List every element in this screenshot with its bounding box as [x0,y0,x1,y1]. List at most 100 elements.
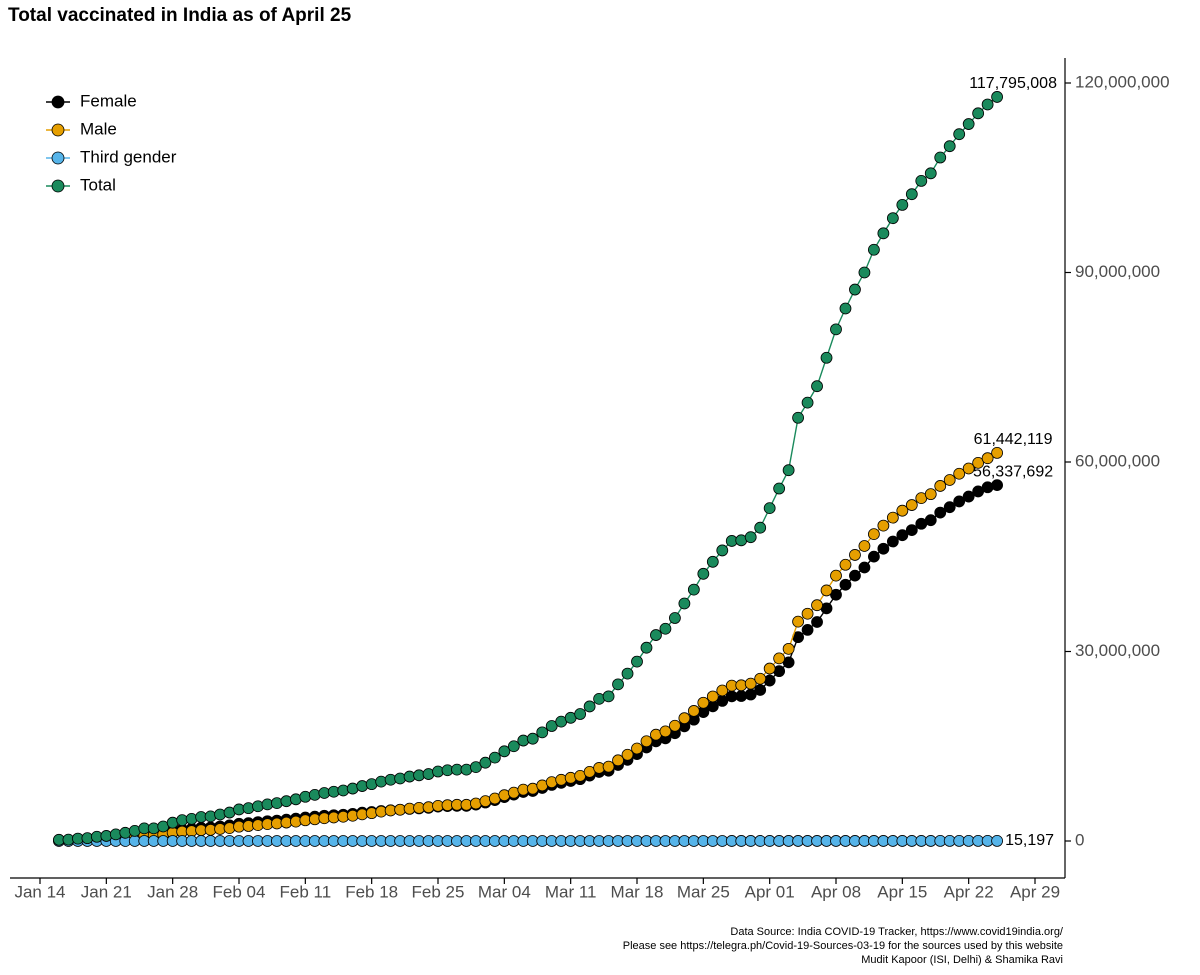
data-point [896,199,909,211]
data-point [934,151,947,164]
data-point [820,351,833,364]
data-point [394,772,406,785]
data-point [858,561,871,574]
data-point [924,488,937,501]
data-point [773,482,786,495]
data-point [792,411,804,424]
data-point [678,712,691,725]
value-label: 61,442,119 [974,431,1053,448]
data-point [868,243,880,256]
data-point [839,302,852,315]
data-point [858,540,871,552]
data-point [583,700,596,713]
x-tick-label: Jan 14 [14,882,65,901]
data-point [849,549,861,561]
y-tick-label: 60,000,000 [1075,451,1160,470]
data-point [517,734,530,747]
data-point [981,452,994,465]
data-point [811,599,823,612]
data-point [119,826,132,839]
data-point [470,761,482,773]
data-point [943,474,956,486]
data-point [924,167,937,180]
series [53,446,1003,847]
data-point [962,490,975,503]
data-point [801,396,814,409]
data-point [886,535,899,548]
data-point [839,578,852,591]
data-point [659,622,672,635]
data-point [564,771,577,784]
data-point [811,616,823,628]
x-tick-label: Mar 18 [611,882,664,901]
data-point [924,514,937,527]
data-point [981,98,994,111]
data-point [204,810,217,823]
data-point [650,629,662,641]
data-point [612,754,624,767]
data-point [687,705,700,717]
data-point [498,745,511,758]
data-point [185,812,198,825]
data-point [716,544,729,557]
data-point [754,684,767,696]
data-point [792,615,804,628]
data-point [820,584,833,597]
data-point [640,641,653,654]
legend-label: Third gender [80,147,177,166]
data-point [356,780,369,792]
data-point [782,642,795,655]
data-point [962,462,975,475]
data-point [953,467,966,480]
data-point [905,188,918,201]
data-point [896,504,909,517]
data-point [631,655,643,668]
data-point [905,524,918,536]
data-point [943,140,956,153]
data-point [308,788,321,801]
data-point [678,597,691,610]
data-point [716,684,729,697]
value-label: 117,795,008 [969,75,1057,92]
x-tick-label: Feb 04 [213,882,266,901]
x-tick-label: Apr 22 [944,882,994,901]
data-point [479,756,492,769]
x-tick-label: Mar 25 [677,882,730,901]
data-point [934,506,947,519]
data-point [299,790,312,803]
footnote: Mudit Kapoor (ISI, Delhi) & Shamika Ravi [861,954,1063,966]
data-point [858,266,871,279]
data-point [849,569,861,582]
data-point [706,555,719,568]
series [53,835,1003,847]
data-point [621,667,634,680]
data-point [972,456,985,469]
data-point [877,519,890,532]
data-point [744,677,757,690]
data-point [991,479,1003,492]
data-point [280,795,293,808]
footnote: Data Source: India COVID-19 Tracker, htt… [730,926,1064,938]
data-point [147,822,160,835]
data-point [782,464,795,477]
data-point [536,726,549,739]
data-point [830,323,842,336]
x-tick-label: Apr 29 [1010,882,1060,901]
data-point [773,652,786,665]
data-point [659,725,672,738]
x-tick-label: Mar 11 [545,882,597,901]
data-point [488,751,501,764]
data-point [839,558,852,571]
legend-label: Female [80,91,137,110]
data-point [375,775,388,788]
data-point [905,499,918,511]
data-point [886,212,899,225]
data-point [697,696,710,709]
x-tick-label: Mar 04 [478,882,531,901]
data-point [602,690,615,703]
x-tick-label: Jan 21 [81,882,132,901]
x-tick-label: Apr 01 [745,882,795,901]
data-point [744,531,757,544]
series-line [58,452,998,842]
